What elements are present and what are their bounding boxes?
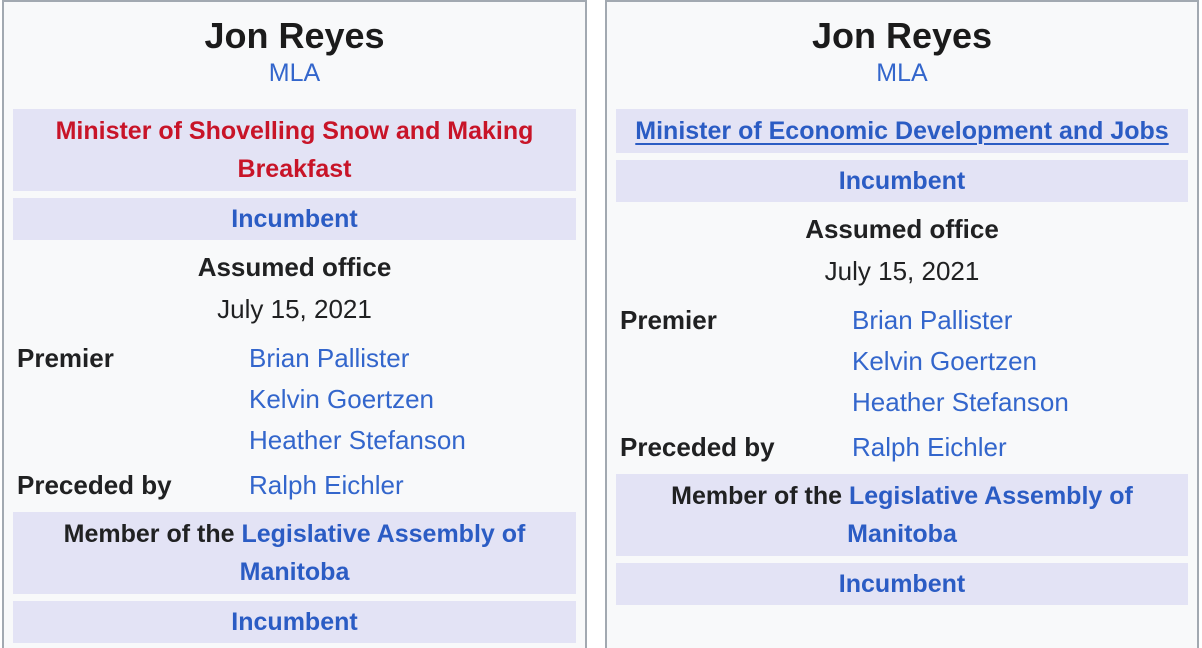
assumed-office-label: Assumed office — [805, 214, 999, 244]
infobox-right: Jon Reyes MLA Minister of Economic Devel… — [605, 0, 1199, 648]
infobox-left: Jon Reyes MLA Minister of Shovelling Sno… — [2, 0, 587, 648]
assumed-office-label: Assumed office — [197, 252, 392, 282]
incumbent-link[interactable]: Incumbent — [838, 167, 966, 195]
incumbent-link-2[interactable]: Incumbent — [838, 570, 966, 598]
preceded-by-label: Preceded by — [620, 432, 775, 462]
premier-link-brian-pallister[interactable]: Brian Pallister — [249, 343, 410, 373]
incumbent-band: Incumbent — [13, 198, 576, 240]
premier-link-heather-stefanson[interactable]: Heather Stefanson — [249, 425, 466, 455]
office-title-redlink[interactable]: Minister of Shovelling Snow and Making B… — [55, 117, 534, 183]
member-band: Member of the Legislative Assembly of Ma… — [616, 474, 1188, 556]
member-prefix-text: Member of the — [63, 520, 242, 548]
incumbent-link[interactable]: Incumbent — [231, 205, 358, 233]
incumbent-band-2: Incumbent — [616, 563, 1188, 605]
page-title: Jon Reyes — [204, 15, 385, 56]
premier-link-kelvin-goertzen[interactable]: Kelvin Goertzen — [852, 346, 1037, 376]
assumed-office-block: Assumed office July 15, 2021 — [13, 246, 576, 330]
assumed-office-date: July 15, 2021 — [217, 294, 372, 324]
member-prefix-text: Member of the — [671, 482, 849, 510]
premier-link-kelvin-goertzen[interactable]: Kelvin Goertzen — [249, 384, 434, 414]
office-title-band: Minister of Economic Development and Job… — [616, 109, 1188, 153]
assumed-office-block: Assumed office July 15, 2021 — [616, 208, 1188, 292]
office-title-band: Minister of Shovelling Snow and Making B… — [13, 109, 576, 191]
preceded-by-row: Preceded by Ralph Eichler — [13, 465, 576, 506]
premier-label: Premier — [17, 343, 114, 373]
premier-row: Premier Brian Pallister Kelvin Goertzen … — [13, 338, 576, 461]
premier-link-heather-stefanson[interactable]: Heather Stefanson — [852, 387, 1069, 417]
member-band: Member of the Legislative Assembly of Ma… — [13, 512, 576, 594]
preceded-by-row: Preceded by Ralph Eichler — [616, 427, 1188, 468]
mla-link[interactable]: MLA — [876, 59, 928, 87]
incumbent-band: Incumbent — [616, 160, 1188, 202]
premier-row: Premier Brian Pallister Kelvin Goertzen … — [616, 300, 1188, 423]
premier-label: Premier — [620, 305, 717, 335]
page-title: Jon Reyes — [811, 15, 993, 56]
mla-link[interactable]: MLA — [268, 59, 321, 87]
office-title-link[interactable]: Minister of Economic Development and Job… — [635, 117, 1169, 145]
preceded-by-link-ralph-eichler[interactable]: Ralph Eichler — [852, 432, 1007, 462]
legislative-assembly-link[interactable]: Legislative Assembly of Manitoba — [847, 482, 1133, 548]
legislative-assembly-link[interactable]: Legislative Assembly of Manitoba — [239, 520, 526, 586]
preceded-by-link-ralph-eichler[interactable]: Ralph Eichler — [249, 470, 404, 500]
premier-link-brian-pallister[interactable]: Brian Pallister — [852, 305, 1013, 335]
premier-values: Brian Pallister Kelvin Goertzen Heather … — [852, 300, 1188, 423]
preceded-by-label: Preceded by — [17, 470, 172, 500]
incumbent-band-2: Incumbent — [13, 601, 576, 643]
premier-values: Brian Pallister Kelvin Goertzen Heather … — [249, 338, 576, 461]
assumed-office-date: July 15, 2021 — [824, 256, 980, 286]
incumbent-link-2[interactable]: Incumbent — [231, 608, 358, 636]
